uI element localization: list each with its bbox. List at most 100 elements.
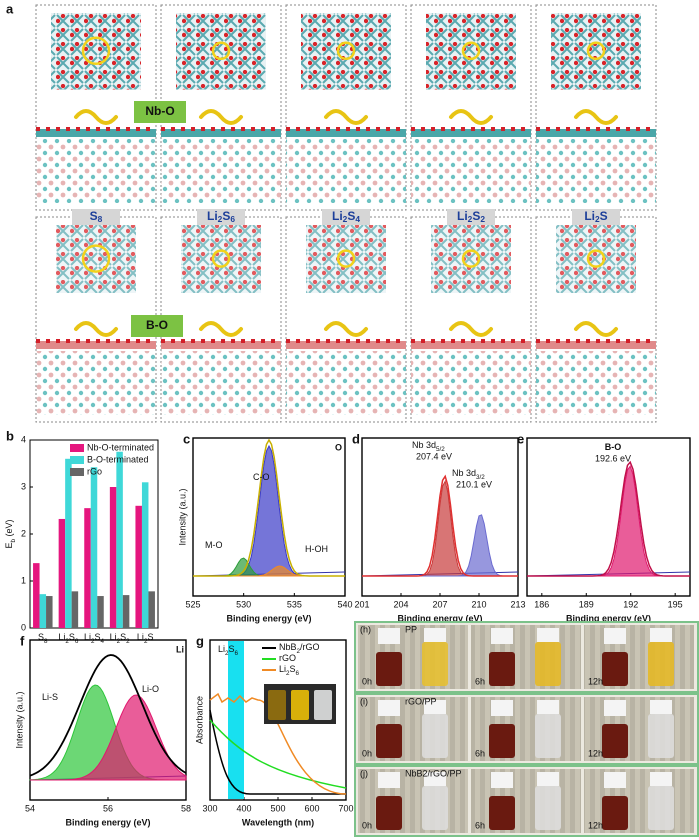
time-label: 12h	[588, 676, 603, 686]
legend-swatch	[70, 456, 84, 464]
bond-badge	[134, 101, 186, 123]
subscript: 2	[480, 214, 485, 224]
peak-energy: 210.1 eV	[456, 479, 492, 489]
text: Li	[58, 632, 65, 642]
time-label: 0h	[362, 820, 372, 830]
peak-energy: 192.6 eV	[595, 453, 631, 463]
subscript: 4	[355, 214, 360, 224]
peak-label: Li-O	[142, 684, 159, 694]
text: Li-S	[42, 692, 58, 702]
panel-label: d	[352, 431, 360, 446]
subscript: 2	[65, 638, 69, 645]
bar	[122, 595, 130, 628]
subscript: 8	[98, 214, 103, 224]
legend-label: rGO	[279, 653, 296, 663]
subscript: 2	[225, 650, 229, 657]
panel-label: (i)	[360, 696, 368, 706]
molecule-side	[574, 321, 618, 337]
panel-label: f	[20, 633, 25, 648]
text: Li	[207, 209, 218, 223]
subscript: 2	[468, 214, 473, 224]
panel-label: a	[6, 1, 14, 16]
subscript: 4	[101, 638, 105, 645]
y-axis-label: Absorbance	[194, 696, 204, 744]
molecule-side	[449, 109, 493, 125]
vial-left	[602, 796, 628, 830]
molecule	[586, 249, 606, 268]
time-label: 0h	[362, 748, 372, 758]
legend-swatch	[70, 444, 84, 452]
vial-cap	[378, 700, 400, 716]
bar	[33, 563, 40, 628]
bar	[58, 518, 66, 628]
bond-label: B-O	[146, 318, 168, 332]
bar	[39, 594, 47, 628]
vial-cap	[491, 700, 513, 716]
vial-cap	[650, 772, 672, 786]
vial-cap	[491, 628, 513, 644]
x-tick-label: Li2S2	[110, 632, 131, 644]
x-tick-label: 58	[181, 803, 191, 813]
subscript: 2	[595, 214, 600, 224]
species-badge	[447, 209, 495, 225]
x-tick-label: 204	[393, 599, 408, 609]
slab	[286, 139, 406, 203]
bar	[97, 596, 104, 628]
slab	[536, 351, 656, 415]
surface	[536, 341, 656, 349]
subscript: 2	[117, 638, 121, 645]
subscript: 2	[126, 638, 130, 645]
vial-left	[602, 652, 628, 686]
time-label: 12h	[588, 748, 603, 758]
panel-label: e	[517, 431, 524, 446]
species-badge	[322, 209, 370, 225]
vial-left	[489, 724, 515, 758]
bar	[84, 508, 91, 628]
panel-label: (h)	[360, 624, 371, 634]
legend-swatch	[70, 468, 84, 476]
vial-cap	[650, 700, 672, 714]
x-tick-label: 54	[25, 803, 35, 813]
surface	[36, 341, 156, 349]
text: C-O	[253, 472, 270, 482]
highlight	[228, 641, 244, 799]
time-label: 6h	[475, 820, 485, 830]
bar	[135, 505, 142, 628]
x-tick-label: 207	[432, 599, 447, 609]
surface	[161, 341, 281, 349]
y-axis-label: Intensity (a.u.)	[14, 691, 24, 748]
vial-right	[422, 786, 448, 830]
vial-left	[489, 652, 515, 686]
y-tick-label: 1	[21, 575, 26, 585]
time-label: 12h	[588, 820, 603, 830]
molecule-side	[74, 321, 118, 337]
top-view	[301, 13, 391, 90]
text: Li	[137, 632, 144, 642]
top-view	[176, 13, 266, 90]
vial-left	[602, 724, 628, 758]
y-tick-label: 0	[21, 622, 26, 632]
x-tick-label: 600	[304, 803, 319, 813]
top-view	[551, 13, 641, 90]
species-label: Li2S6	[207, 209, 235, 224]
top-view	[51, 13, 141, 90]
text: S	[229, 644, 235, 654]
curve	[209, 709, 346, 795]
text: H-OH	[305, 544, 328, 554]
vial-cap	[424, 772, 446, 786]
x-tick-label: Li2S4	[84, 632, 105, 644]
surface	[411, 341, 531, 349]
text: rGO	[279, 653, 296, 663]
text: S	[222, 209, 230, 223]
peak-label: Li-S	[42, 692, 58, 702]
peak	[527, 465, 690, 577]
envelope	[193, 438, 345, 577]
species-label: Li2S4	[332, 209, 360, 224]
peak	[193, 444, 345, 577]
top-view	[431, 225, 511, 293]
text: Li	[584, 209, 595, 223]
slab	[286, 351, 406, 415]
vial-cap	[491, 772, 513, 788]
text: Li-O	[142, 684, 159, 694]
